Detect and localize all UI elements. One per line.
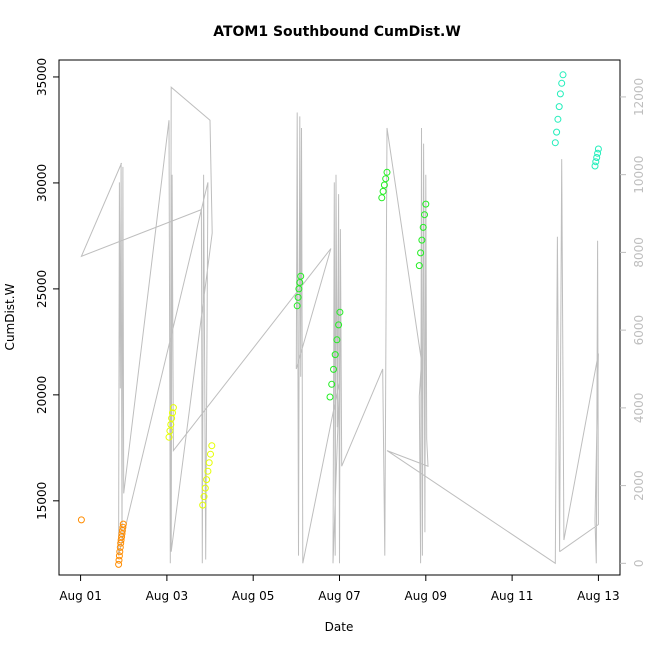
cumulative-line-layer	[80, 86, 599, 565]
data-point	[208, 442, 216, 450]
y-tick-label: 20000	[35, 376, 49, 414]
data-point	[119, 523, 127, 531]
data-point	[554, 115, 562, 123]
data-point	[200, 493, 208, 501]
data-point	[169, 409, 176, 417]
cumulative-trace-line	[80, 86, 599, 565]
data-point	[380, 181, 388, 189]
data-point	[116, 548, 124, 556]
scatter-point-layer	[77, 71, 602, 568]
x-tick-label: Aug 01	[59, 589, 102, 603]
data-point	[166, 427, 174, 435]
data-point	[594, 149, 602, 157]
data-point	[592, 158, 600, 166]
y-tick-label: 25000	[35, 270, 49, 308]
x-tick-label: Aug 11	[491, 589, 534, 603]
data-point	[591, 162, 599, 170]
data-point	[295, 285, 303, 293]
data-point	[115, 556, 123, 564]
y2-tick-label: 8000	[632, 237, 646, 268]
data-point	[205, 459, 213, 467]
data-point	[419, 223, 427, 231]
y-axis-left: 15000 20000 25000 30000 35000	[35, 58, 59, 520]
data-point	[115, 560, 123, 568]
data-point	[328, 380, 336, 388]
data-point	[293, 302, 301, 310]
data-point	[415, 262, 423, 270]
data-point	[335, 321, 343, 329]
y2-tick-label: 12000	[632, 78, 646, 116]
data-point	[333, 336, 341, 344]
data-point	[204, 467, 212, 475]
y2-tick-label: 4000	[632, 393, 646, 424]
y2-tick-label: 10000	[632, 156, 646, 194]
data-point	[199, 501, 207, 509]
data-point	[559, 71, 567, 79]
data-point	[207, 450, 214, 458]
y-axis-label: CumDist.W	[3, 283, 17, 350]
data-point	[168, 414, 176, 422]
data-point	[118, 527, 126, 534]
y-axis-right: 0 2000 4000 6000 8000 10000 12000	[620, 78, 646, 567]
data-point	[326, 393, 334, 401]
data-point	[203, 476, 211, 484]
data-point	[294, 293, 302, 301]
x-tick-label: Aug 03	[146, 589, 189, 603]
data-point	[330, 365, 337, 373]
data-point	[558, 79, 566, 87]
data-point	[119, 520, 127, 528]
data-point	[115, 552, 123, 560]
data-point	[169, 404, 177, 412]
y-tick-label: 30000	[35, 164, 49, 202]
chart-title: ATOM1 Southbound CumDist.W	[213, 24, 461, 40]
y2-tick-label: 2000	[632, 470, 646, 501]
data-point	[593, 154, 601, 161]
data-point	[421, 211, 428, 219]
data-point	[201, 484, 209, 492]
y-tick-label: 15000	[35, 482, 49, 520]
data-point	[77, 516, 85, 524]
data-point	[336, 308, 344, 316]
data-point	[553, 128, 561, 136]
data-point	[418, 236, 426, 244]
data-point	[382, 175, 390, 183]
data-point	[383, 168, 391, 176]
x-tick-label: Aug 13	[577, 589, 620, 603]
x-axis-label: Date	[325, 620, 354, 634]
y-tick-label: 35000	[35, 58, 49, 96]
data-point	[331, 351, 339, 359]
data-point	[422, 200, 430, 208]
data-point	[556, 90, 564, 98]
y2-tick-label: 0	[632, 560, 646, 568]
x-tick-label: Aug 07	[318, 589, 361, 603]
x-axis: Aug 01 Aug 03 Aug 05 Aug 07 Aug 09 Aug 11 Aug …	[59, 575, 620, 603]
y2-tick-label: 6000	[632, 315, 646, 346]
data-point	[551, 139, 559, 147]
data-point	[378, 194, 386, 202]
data-point	[116, 543, 124, 551]
x-tick-label: Aug 05	[232, 589, 275, 603]
data-point	[118, 530, 126, 538]
data-point	[297, 272, 305, 280]
x-tick-label: Aug 09	[405, 589, 448, 603]
data-point	[379, 187, 387, 195]
data-point	[594, 145, 602, 153]
data-point	[555, 103, 563, 111]
data-point	[417, 249, 425, 257]
